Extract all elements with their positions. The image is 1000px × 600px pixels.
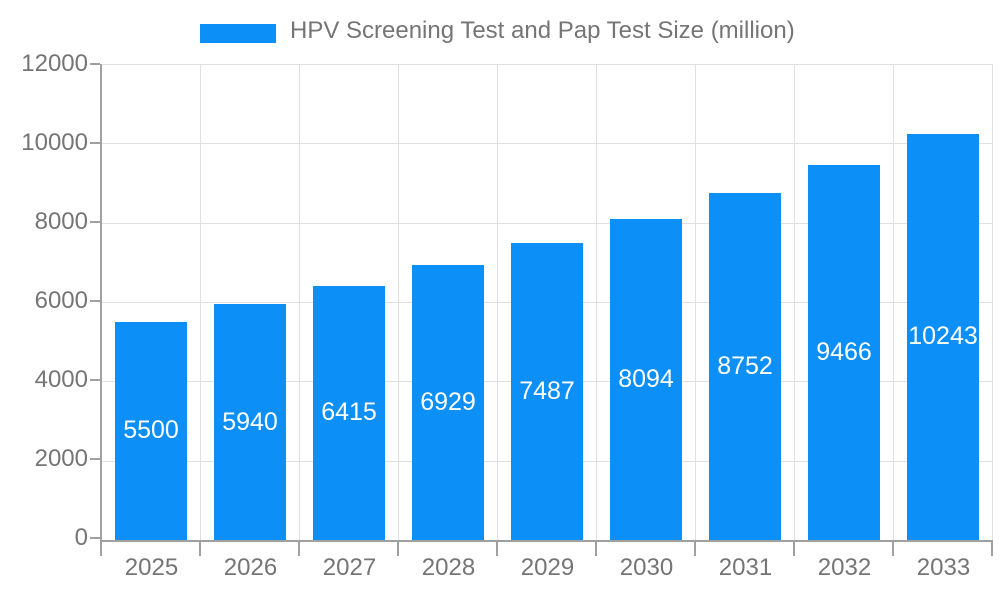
x-tick-label: 2029 <box>520 554 575 581</box>
x-tick-mark <box>892 541 894 556</box>
y-tick-mark <box>90 300 100 302</box>
x-tick-label: 2030 <box>619 554 674 581</box>
y-tick-mark <box>90 63 100 65</box>
category-cell: 7487 <box>498 64 597 540</box>
bar-value-label: 10243 <box>908 322 978 351</box>
y-tick-mark <box>90 379 100 381</box>
bar-2030[interactable]: 8094 <box>610 218 682 540</box>
category-cell: 5940 <box>201 64 300 540</box>
bar-2027[interactable]: 6415 <box>313 285 385 540</box>
category-cell: 8094 <box>597 64 696 540</box>
category-cell: 6929 <box>399 64 498 540</box>
bar-value-label: 9466 <box>816 337 872 366</box>
y-tick-mark <box>90 458 100 460</box>
bar-2028[interactable]: 6929 <box>412 265 484 540</box>
y-tick-mark <box>90 537 100 539</box>
x-tick-mark <box>199 541 201 556</box>
y-tick-mark <box>90 221 100 223</box>
bar-2033[interactable]: 10243 <box>907 133 979 540</box>
bar-value-label: 6415 <box>321 398 377 427</box>
y-tick-label: 8000 <box>34 208 88 235</box>
x-tick-label: 2026 <box>223 554 278 581</box>
bar-value-label: 5940 <box>222 407 278 436</box>
x-tick-mark <box>496 541 498 556</box>
bar-cells: 5500 5940 6415 6929 7487 8094 8752 9466 10243 <box>102 64 993 540</box>
bar-value-label: 6929 <box>420 388 476 417</box>
gridline-h <box>102 222 993 224</box>
bar-value-label: 8752 <box>717 351 773 380</box>
category-cell: 6415 <box>300 64 399 540</box>
x-tick-label: 2031 <box>718 554 773 581</box>
y-tick-label: 10000 <box>21 129 88 156</box>
category-cell: 8752 <box>696 64 795 540</box>
x-tick-mark <box>397 541 399 556</box>
x-tick-mark <box>298 541 300 556</box>
x-tick-label: 2032 <box>817 554 872 581</box>
x-tick-mark <box>100 541 102 556</box>
y-tick-mark <box>90 142 100 144</box>
bar-2029[interactable]: 7487 <box>511 243 583 540</box>
y-tick-label: 6000 <box>34 287 88 314</box>
plot-area: 5500 5940 6415 6929 7487 8094 8752 9466 10243 <box>100 64 993 542</box>
x-tick-label: 2025 <box>124 554 179 581</box>
legend-label[interactable]: HPV Screening Test and Pap Test Size (mi… <box>290 17 795 44</box>
x-tick-mark <box>694 541 696 556</box>
bar-2032[interactable]: 9466 <box>808 164 880 540</box>
x-tick-label: 2033 <box>916 554 971 581</box>
bar-value-label: 5500 <box>123 416 179 445</box>
y-tick-label: 0 <box>74 524 88 551</box>
x-tick-mark <box>991 541 993 556</box>
bar-value-label: 8094 <box>618 364 674 393</box>
legend-swatch[interactable] <box>200 24 276 43</box>
x-tick-label: 2027 <box>322 554 377 581</box>
category-cell: 5500 <box>102 64 201 540</box>
category-cell: 10243 <box>894 64 993 540</box>
bar-value-label: 7487 <box>519 377 575 406</box>
x-tick-mark <box>595 541 597 556</box>
gridline-h <box>102 143 993 145</box>
bar-2026[interactable]: 5940 <box>214 304 286 540</box>
y-tick-label: 4000 <box>34 366 88 393</box>
x-tick-mark <box>793 541 795 556</box>
bar-2031[interactable]: 8752 <box>709 192 781 540</box>
category-cell: 9466 <box>795 64 894 540</box>
bar-2025[interactable]: 5500 <box>115 321 187 540</box>
y-tick-label: 12000 <box>21 50 88 77</box>
y-tick-label: 2000 <box>34 445 88 472</box>
gridline-h <box>102 64 993 65</box>
x-tick-label: 2028 <box>421 554 476 581</box>
